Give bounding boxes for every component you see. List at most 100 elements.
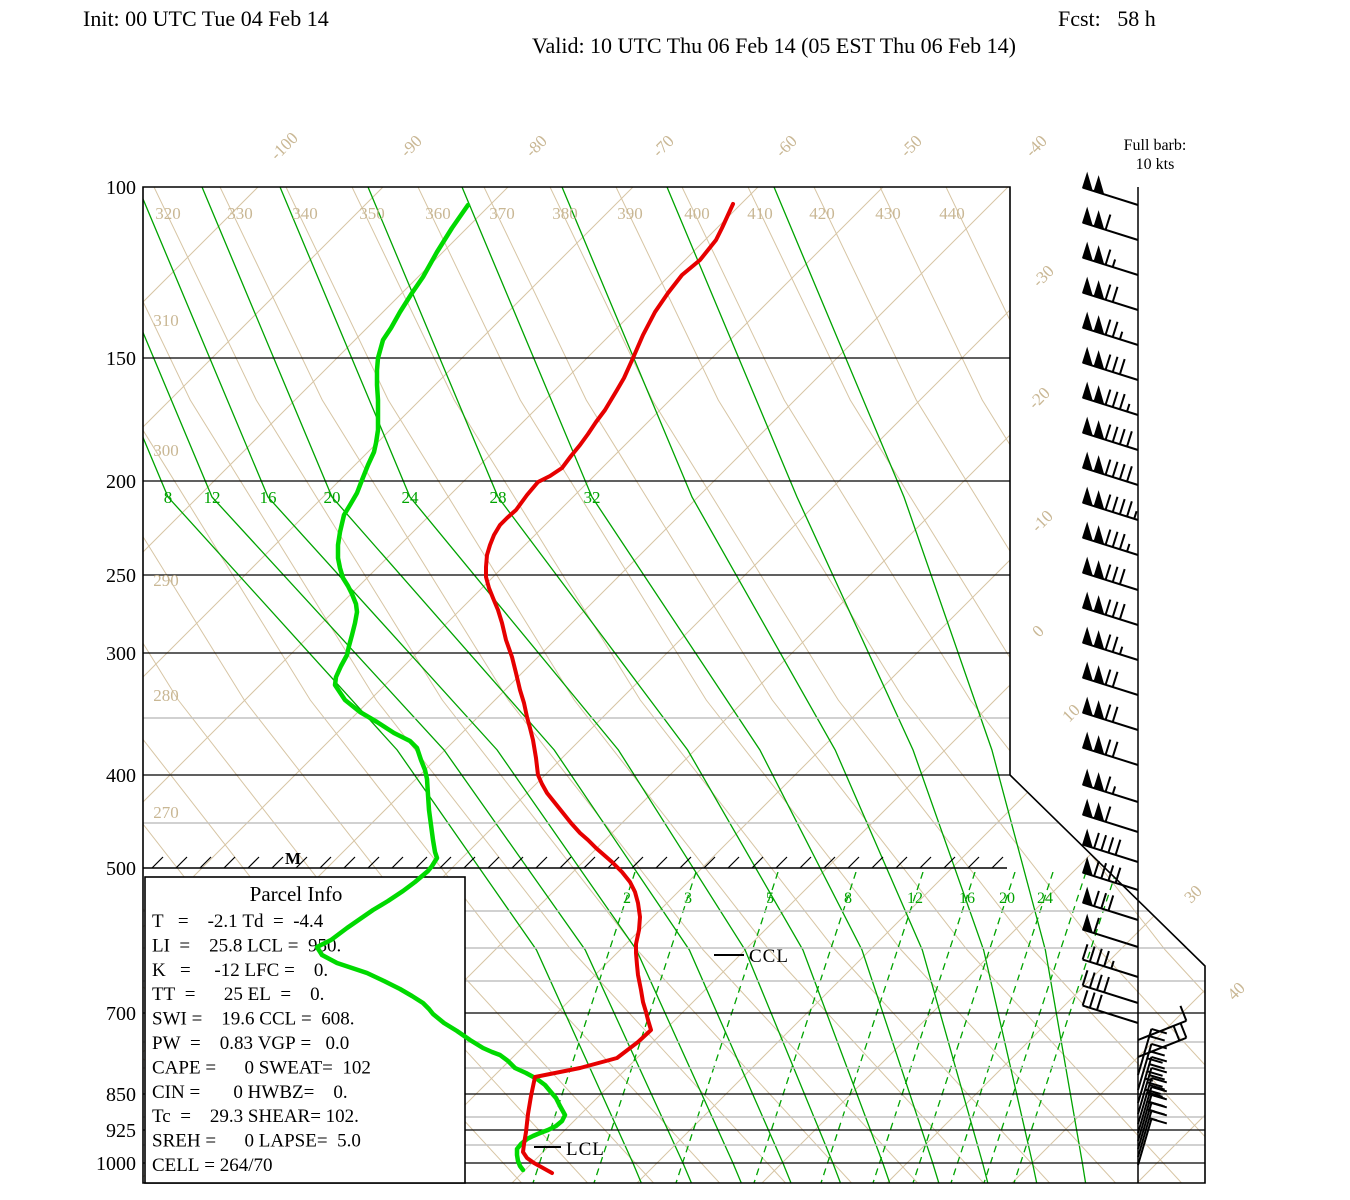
wind-barb xyxy=(1082,346,1139,381)
wind-barb xyxy=(1082,591,1139,626)
isotherm-label: -90 xyxy=(396,131,425,160)
dry-adiabat-label: 350 xyxy=(359,204,385,223)
pressure-tick-label: 150 xyxy=(106,348,136,370)
dry-adiabat-label: 440 xyxy=(939,204,965,223)
wind-barb xyxy=(1082,276,1139,311)
dry-adiabat-labels-left: 310 300 290 280 270 xyxy=(153,311,179,822)
parcel-info-line: CAPE = 0 SWEAT= 102 xyxy=(152,1057,371,1078)
wind-barb-column xyxy=(1081,171,1188,1183)
parcel-info-line: Tc = 29.3 SHEAR= 102. xyxy=(152,1106,359,1127)
dry-adiabat-label: 330 xyxy=(227,204,253,223)
moist-adiabat-label: 12 xyxy=(204,488,221,507)
dry-adiabat-label: 300 xyxy=(153,441,179,460)
wind-barb xyxy=(1082,768,1139,803)
dry-adiabat-label: 430 xyxy=(875,204,901,223)
isotherm-label: 0 xyxy=(1028,621,1047,640)
dry-adiabat-label: 270 xyxy=(153,803,179,822)
wind-barb xyxy=(1082,521,1139,556)
wind-barb xyxy=(1081,944,1139,978)
parcel-info-line: PW = 0.83 VGP = 0.0 xyxy=(152,1033,349,1054)
mixing-ratio-label: 5 xyxy=(766,890,774,907)
mixing-ratio-labels: 2 3 5 8 12 16 20 24 xyxy=(623,890,1053,907)
dry-adiabat-label: 280 xyxy=(153,686,179,705)
moist-adiabat-lines xyxy=(143,187,1087,1183)
parcel-info-line: SREH = 0 LAPSE= 5.0 xyxy=(152,1131,361,1152)
ccl-label: CCL xyxy=(749,946,789,967)
temperature-curve xyxy=(484,202,735,1175)
wind-barb xyxy=(1081,990,1139,1024)
wind-barb xyxy=(1082,886,1139,921)
isotherm-label: -70 xyxy=(648,131,677,160)
mixing-ratio-label: 12 xyxy=(907,890,923,907)
lcl-label: LCL xyxy=(566,1139,605,1160)
mixing-ratio-region xyxy=(532,872,1117,1183)
forecast-hour-label: Fcst: 58 h xyxy=(1058,6,1156,31)
moist-adiabat-label: 20 xyxy=(324,488,341,507)
wind-barb xyxy=(1082,451,1139,486)
wind-barb xyxy=(1137,1005,1188,1041)
parcel-info-line: CELL = 264/70 xyxy=(152,1155,273,1176)
dry-adiabat-label: 400 xyxy=(684,204,710,223)
dry-adiabat-label: 310 xyxy=(153,311,179,330)
parcel-info-line: CIN = 0 HWBZ= 0. xyxy=(152,1082,348,1103)
moist-adiabat-label: 24 xyxy=(402,488,420,507)
wind-barb xyxy=(1082,416,1139,451)
isotherm-label: -60 xyxy=(771,131,800,160)
dry-adiabat-label: 390 xyxy=(617,204,643,223)
wind-barb xyxy=(1082,731,1139,766)
pressure-tick-label: 500 xyxy=(106,858,136,880)
wind-barb xyxy=(1082,913,1139,948)
isotherm-label: -40 xyxy=(1021,131,1050,160)
pressure-tick-label: 200 xyxy=(106,471,136,493)
moist-adiabat-label: 8 xyxy=(164,488,173,507)
dry-adiabat-label: 290 xyxy=(153,571,179,590)
wind-barb xyxy=(1082,856,1139,891)
isotherm-label: -10 xyxy=(1027,506,1056,535)
max-wind-marker: M xyxy=(285,849,301,868)
wind-barb xyxy=(1082,311,1139,346)
wind-barb xyxy=(1082,626,1139,661)
barb-legend-line2: 10 kts xyxy=(1136,156,1175,173)
wind-barb xyxy=(1082,206,1139,241)
mixing-ratio-label: 8 xyxy=(844,890,852,907)
isotherm-labels-right: -30 -20 -10 0 10 30 40 xyxy=(1024,261,1248,1003)
pressure-tick-label: 300 xyxy=(106,643,136,665)
wind-barb xyxy=(1082,171,1139,206)
wind-barb xyxy=(1082,241,1139,276)
pressure-tick-label: 700 xyxy=(106,1003,136,1025)
wind-barb xyxy=(1137,1066,1168,1115)
init-time-label: Init: 00 UTC Tue 04 Feb 14 xyxy=(83,6,329,31)
dewpoint-curve xyxy=(314,202,568,1173)
pressure-axis-labels: 100 150 200 250 300 400 500 700 850 925 1000 xyxy=(96,177,136,1175)
moist-adiabat-label: 32 xyxy=(584,488,601,507)
valid-time-label: Valid: 10 UTC Thu 06 Feb 14 (05 EST Thu … xyxy=(532,33,1016,58)
parcel-info-line: K = -12 LFC = 0. xyxy=(152,960,328,981)
dry-adiabat-label: 360 xyxy=(425,204,451,223)
wind-barb xyxy=(1137,1117,1168,1166)
wind-barb xyxy=(1137,1027,1168,1076)
moist-adiabat-label: 16 xyxy=(260,488,277,507)
wind-barb xyxy=(1082,556,1139,591)
parcel-info-box: Parcel Info T = -2.1 Td = -4.4 LI = 25.8 L… xyxy=(144,876,466,1184)
pressure-tick-label: 100 xyxy=(106,177,136,199)
isotherm-label: -30 xyxy=(1028,261,1057,290)
dry-adiabat-label: 410 xyxy=(747,204,773,223)
wind-barb xyxy=(1082,381,1139,416)
dry-adiabat-label: 420 xyxy=(809,204,835,223)
dry-adiabat-labels-top: 320 330 340 350 360 370 380 390 400 410 420 430 440 xyxy=(155,204,965,223)
isotherm-labels-top: -100 -90 -80 -70 -60 -50 -40 xyxy=(266,128,1050,163)
wind-barb xyxy=(1082,661,1139,696)
barb-legend-line1: Full barb: xyxy=(1124,137,1187,154)
dry-adiabat-label: 380 xyxy=(552,204,578,223)
mixing-ratio-label: 3 xyxy=(684,890,692,907)
pressure-tick-label: 850 xyxy=(106,1084,136,1106)
wind-barb xyxy=(1082,828,1139,863)
wind-barb xyxy=(1082,798,1139,833)
barb-legend: Full barb: 10 kts xyxy=(1124,137,1187,173)
plot-border xyxy=(142,186,1206,1184)
mixing-ratio-label: 2 xyxy=(623,890,631,907)
wind-barb xyxy=(1082,486,1139,521)
wind-barb xyxy=(1081,970,1139,1004)
mixing-ratio-lines xyxy=(532,872,1117,1183)
